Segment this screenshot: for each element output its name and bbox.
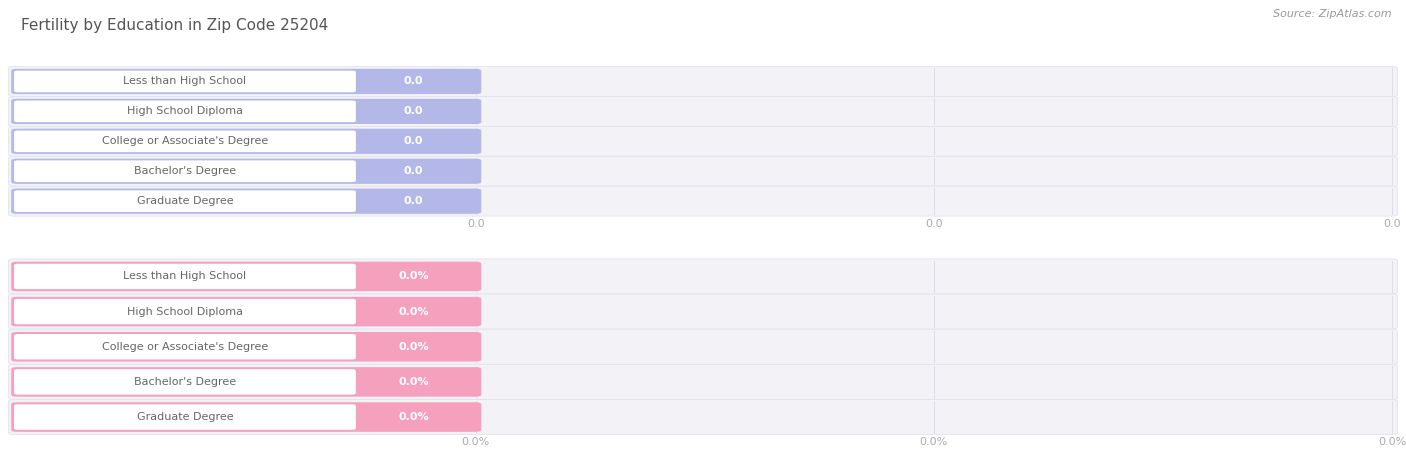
FancyBboxPatch shape: [14, 334, 356, 360]
Text: 0.0: 0.0: [404, 136, 423, 146]
FancyBboxPatch shape: [11, 99, 481, 124]
FancyBboxPatch shape: [11, 262, 481, 291]
FancyBboxPatch shape: [8, 66, 1398, 96]
FancyBboxPatch shape: [14, 299, 356, 324]
Text: Bachelor's Degree: Bachelor's Degree: [134, 377, 236, 387]
FancyBboxPatch shape: [8, 399, 1398, 435]
Text: 0.0: 0.0: [404, 166, 423, 176]
Text: Graduate Degree: Graduate Degree: [136, 412, 233, 422]
Text: Less than High School: Less than High School: [124, 76, 246, 86]
FancyBboxPatch shape: [14, 101, 356, 122]
Text: 0.0%: 0.0%: [398, 412, 429, 422]
FancyBboxPatch shape: [11, 297, 481, 326]
FancyBboxPatch shape: [8, 126, 1398, 156]
FancyBboxPatch shape: [8, 364, 1398, 399]
Text: 0.0: 0.0: [925, 219, 942, 229]
FancyBboxPatch shape: [11, 402, 481, 432]
Text: Bachelor's Degree: Bachelor's Degree: [134, 166, 236, 176]
FancyBboxPatch shape: [8, 329, 1398, 364]
FancyBboxPatch shape: [14, 190, 356, 212]
Text: Source: ZipAtlas.com: Source: ZipAtlas.com: [1274, 9, 1392, 19]
FancyBboxPatch shape: [8, 259, 1398, 294]
FancyBboxPatch shape: [11, 367, 481, 397]
FancyBboxPatch shape: [14, 131, 356, 152]
Text: 0.0: 0.0: [404, 76, 423, 86]
Text: High School Diploma: High School Diploma: [127, 306, 243, 317]
Text: 0.0: 0.0: [404, 106, 423, 116]
Text: 0.0: 0.0: [404, 196, 423, 206]
Text: 0.0: 0.0: [1384, 219, 1400, 229]
FancyBboxPatch shape: [8, 294, 1398, 329]
FancyBboxPatch shape: [14, 369, 356, 395]
Text: 0.0%: 0.0%: [398, 377, 429, 387]
FancyBboxPatch shape: [11, 129, 481, 154]
FancyBboxPatch shape: [14, 71, 356, 92]
Text: 0.0%: 0.0%: [398, 271, 429, 282]
Text: Fertility by Education in Zip Code 25204: Fertility by Education in Zip Code 25204: [21, 18, 329, 33]
Text: 0.0%: 0.0%: [920, 437, 948, 447]
FancyBboxPatch shape: [14, 264, 356, 289]
Text: Less than High School: Less than High School: [124, 271, 246, 282]
FancyBboxPatch shape: [14, 404, 356, 430]
Text: 0.0%: 0.0%: [1378, 437, 1406, 447]
Text: 0.0: 0.0: [467, 219, 485, 229]
FancyBboxPatch shape: [11, 332, 481, 361]
Text: College or Associate's Degree: College or Associate's Degree: [101, 342, 269, 352]
FancyBboxPatch shape: [14, 161, 356, 182]
FancyBboxPatch shape: [8, 96, 1398, 126]
FancyBboxPatch shape: [11, 159, 481, 184]
Text: High School Diploma: High School Diploma: [127, 106, 243, 116]
FancyBboxPatch shape: [8, 156, 1398, 186]
Text: College or Associate's Degree: College or Associate's Degree: [101, 136, 269, 146]
FancyBboxPatch shape: [8, 186, 1398, 216]
Text: 0.0%: 0.0%: [398, 342, 429, 352]
Text: 0.0%: 0.0%: [398, 306, 429, 317]
FancyBboxPatch shape: [11, 69, 481, 94]
FancyBboxPatch shape: [11, 189, 481, 214]
Text: Graduate Degree: Graduate Degree: [136, 196, 233, 206]
Text: 0.0%: 0.0%: [461, 437, 489, 447]
